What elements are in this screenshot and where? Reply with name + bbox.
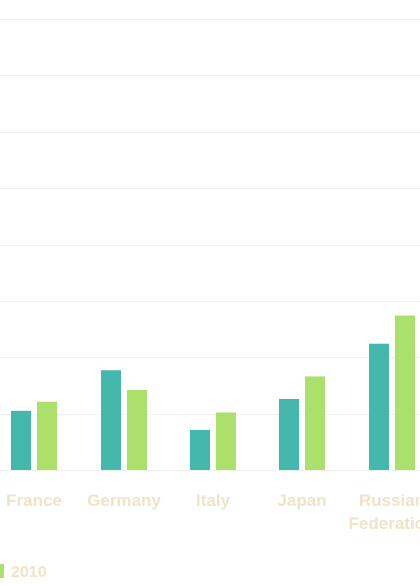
legend-swatch-2010 xyxy=(0,564,4,578)
bars xyxy=(11,315,415,470)
x-tick-label-russian-federation: RussianFederation xyxy=(349,491,420,533)
bar-germany-series-1 xyxy=(101,370,121,470)
bar-russian-federation-series-1 xyxy=(369,343,389,470)
bar-italy-series-1 xyxy=(190,429,210,470)
bar-france-series-1 xyxy=(11,410,31,470)
bar-russian-federation-series-2 xyxy=(395,315,415,470)
x-tick-label-france: France xyxy=(6,491,62,510)
legend-label-2010: 2010 xyxy=(11,564,47,581)
legend: 2010 xyxy=(0,564,47,581)
bar-germany-series-2 xyxy=(127,389,147,470)
bar-japan-series-1 xyxy=(279,398,299,470)
gridlines xyxy=(0,19,420,471)
x-tick-label-japan: Japan xyxy=(277,491,326,510)
x-tick-label-germany: Germany xyxy=(87,491,161,510)
bar-japan-series-2 xyxy=(305,376,325,470)
bar-italy-series-2 xyxy=(216,412,236,470)
bar-france-series-2 xyxy=(37,401,57,470)
category-labels: France Germany Italy Japan RussianFederation xyxy=(6,491,420,533)
x-tick-label-italy: Italy xyxy=(196,491,231,510)
